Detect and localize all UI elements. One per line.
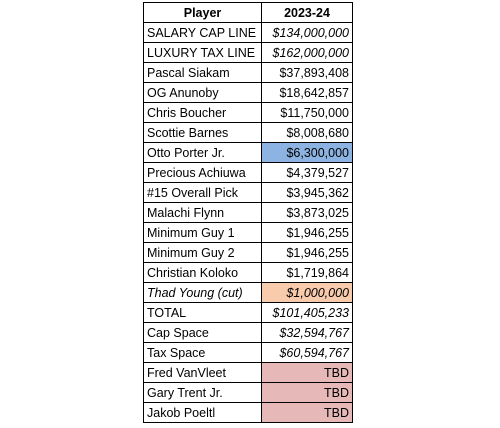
row: LUXURY TAX LINE $162,000,000 <box>143 42 353 63</box>
row: Scottie Barnes $8,008,680 <box>143 122 353 143</box>
name-cell: Scottie Barnes <box>143 122 262 143</box>
name-cell: Thad Young (cut) <box>143 282 262 303</box>
value-cell: $3,873,025 <box>261 202 353 223</box>
value-cell: $1,719,864 <box>261 262 353 283</box>
value-cell: $134,000,000 <box>261 22 353 43</box>
value-cell: $1,946,255 <box>261 242 353 263</box>
value-cell: $60,594,767 <box>261 342 353 363</box>
name-cell: Minimum Guy 2 <box>143 242 262 263</box>
row: SALARY CAP LINE $134,000,000 <box>143 22 353 43</box>
name-cell: Tax Space <box>143 342 262 363</box>
row: Minimum Guy 2 $1,946,255 <box>143 242 353 263</box>
row: Chris Boucher $11,750,000 <box>143 102 353 123</box>
row: Gary Trent Jr. TBD <box>143 382 353 403</box>
row: Fred VanVleet TBD <box>143 362 353 383</box>
name-cell: #15 Overall Pick <box>143 182 262 203</box>
row: Cap Space $32,594,767 <box>143 322 353 343</box>
value-cell: $18,642,857 <box>261 82 353 103</box>
row: Jakob Poeltl TBD <box>143 402 353 423</box>
value-cell: $11,750,000 <box>261 102 353 123</box>
header-cell: Player <box>143 2 262 23</box>
value-cell: $1,000,000 <box>261 282 353 303</box>
name-cell: SALARY CAP LINE <box>143 22 262 43</box>
row: Precious Achiuwa $4,379,527 <box>143 162 353 183</box>
header-cell: 2023-24 <box>261 2 353 23</box>
name-cell: Pascal Siakam <box>143 62 262 83</box>
row: Pascal Siakam $37,893,408 <box>143 62 353 83</box>
value-cell: $6,300,000 <box>261 142 353 163</box>
name-cell: Minimum Guy 1 <box>143 222 262 243</box>
row: Tax Space $60,594,767 <box>143 342 353 363</box>
row: TOTAL $101,405,233 <box>143 302 353 323</box>
name-cell: LUXURY TAX LINE <box>143 42 262 63</box>
row: Christian Koloko $1,719,864 <box>143 262 353 283</box>
value-cell: $4,379,527 <box>261 162 353 183</box>
value-cell: $101,405,233 <box>261 302 353 323</box>
name-cell: Fred VanVleet <box>143 362 262 383</box>
name-cell: Jakob Poeltl <box>143 402 262 423</box>
value-cell: $3,945,362 <box>261 182 353 203</box>
name-cell: Malachi Flynn <box>143 202 262 223</box>
name-cell: OG Anunoby <box>143 82 262 103</box>
salary-table: Player 2023-24 SALARY CAP LINE $134,000,0… <box>143 2 353 423</box>
row: OG Anunoby $18,642,857 <box>143 82 353 103</box>
value-cell: TBD <box>261 382 353 403</box>
header-row: Player 2023-24 <box>143 2 353 23</box>
value-cell: $37,893,408 <box>261 62 353 83</box>
name-cell: TOTAL <box>143 302 262 323</box>
value-cell: $1,946,255 <box>261 222 353 243</box>
name-cell: Otto Porter Jr. <box>143 142 262 163</box>
row: Thad Young (cut) $1,000,000 <box>143 282 353 303</box>
name-cell: Christian Koloko <box>143 262 262 283</box>
value-cell: $162,000,000 <box>261 42 353 63</box>
row: Minimum Guy 1 $1,946,255 <box>143 222 353 243</box>
value-cell: $32,594,767 <box>261 322 353 343</box>
value-cell: TBD <box>261 402 353 423</box>
name-cell: Cap Space <box>143 322 262 343</box>
name-cell: Precious Achiuwa <box>143 162 262 183</box>
row: Otto Porter Jr. $6,300,000 <box>143 142 353 163</box>
value-cell: TBD <box>261 362 353 383</box>
value-cell: $8,008,680 <box>261 122 353 143</box>
row: #15 Overall Pick $3,945,362 <box>143 182 353 203</box>
name-cell: Chris Boucher <box>143 102 262 123</box>
name-cell: Gary Trent Jr. <box>143 382 262 403</box>
row: Malachi Flynn $3,873,025 <box>143 202 353 223</box>
